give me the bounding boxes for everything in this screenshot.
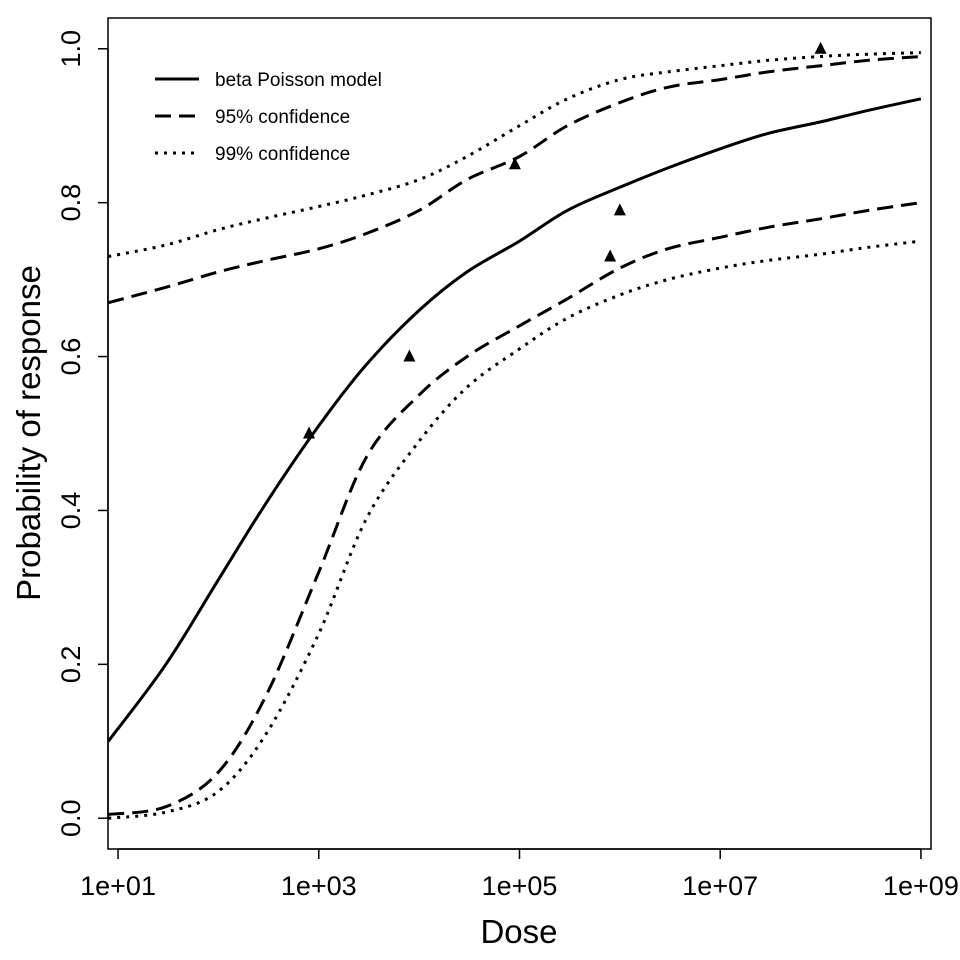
y-tick-label: 0.6 bbox=[56, 338, 86, 376]
y-tick-label: 1.0 bbox=[56, 30, 86, 68]
y-axis-title: Probability of response bbox=[10, 265, 47, 601]
y-axis: 0.0 0.2 0.4 0.6 0.8 1.0 bbox=[56, 30, 109, 837]
legend-label: beta Poisson model bbox=[215, 70, 382, 91]
series-line-dashed-2 bbox=[108, 201, 922, 816]
data-points bbox=[303, 41, 827, 439]
y-tick-label: 0.2 bbox=[56, 646, 86, 684]
data-point-triangle bbox=[303, 426, 316, 439]
series-layer bbox=[107, 51, 922, 820]
x-tick-label: 1e+07 bbox=[682, 871, 758, 901]
y-tick-label: 0.8 bbox=[56, 184, 86, 222]
x-axis-title: Dose bbox=[480, 913, 557, 950]
x-tick-label: 1e+03 bbox=[281, 871, 357, 901]
legend: beta Poisson model 95% confidence 99% conf… bbox=[155, 70, 382, 165]
series-line-dashed-1 bbox=[107, 55, 922, 305]
series-line-dotted-3 bbox=[108, 51, 921, 258]
x-axis: 1e+01 1e+03 1e+05 1e+07 1e+09 bbox=[80, 848, 959, 901]
x-tick-label: 1e+01 bbox=[80, 871, 156, 901]
legend-label: 95% confidence bbox=[215, 107, 350, 128]
x-tick-label: 1e+09 bbox=[883, 871, 959, 901]
data-point-triangle bbox=[604, 249, 617, 262]
legend-label: 99% confidence bbox=[215, 144, 350, 165]
data-point-triangle bbox=[613, 203, 626, 216]
plot-frame bbox=[107, 17, 932, 850]
data-point-triangle bbox=[403, 349, 416, 362]
y-tick-label: 0.0 bbox=[56, 799, 86, 837]
series-line-dotted-4 bbox=[108, 239, 922, 820]
data-point-triangle bbox=[814, 41, 827, 54]
series-line-solid-0 bbox=[107, 97, 922, 743]
x-tick-label: 1e+05 bbox=[482, 871, 558, 901]
y-tick-label: 0.4 bbox=[56, 492, 86, 530]
data-point-triangle bbox=[508, 157, 521, 170]
